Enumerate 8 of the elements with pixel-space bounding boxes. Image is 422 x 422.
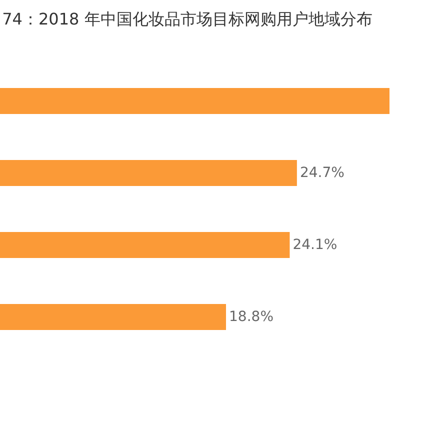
data-label: 24.7% bbox=[300, 165, 344, 181]
chart-title: 74：2018 年中国化妆品市场目标网购用户地域分布 bbox=[2, 10, 372, 29]
data-label: 24.1% bbox=[292, 237, 338, 253]
bar bbox=[0, 160, 297, 186]
bar bbox=[0, 232, 290, 258]
bar bbox=[0, 304, 226, 330]
bar bbox=[0, 88, 390, 114]
data-label: 18.8% bbox=[229, 309, 274, 325]
